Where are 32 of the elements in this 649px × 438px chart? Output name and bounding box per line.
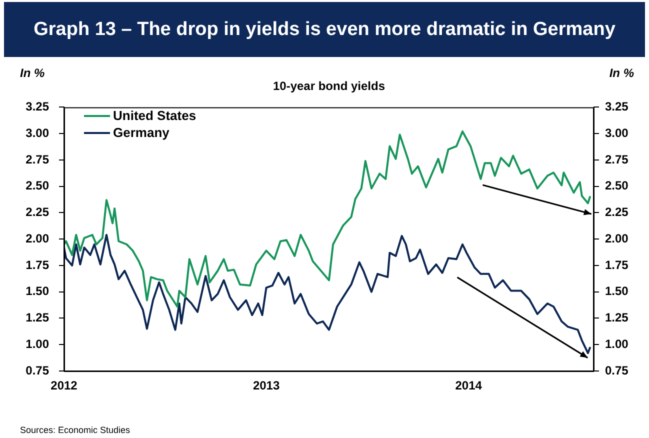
- legend-label: Germany: [113, 124, 170, 141]
- y-tick-label: 2.25: [26, 205, 50, 220]
- y2-axis-title: In %: [609, 66, 634, 80]
- chart-title: Graph 13 – The drop in yields is even more dramatic in Germany: [4, 2, 645, 57]
- x-tick-label: 2012: [50, 378, 78, 393]
- y2-tick-label: 2.00: [605, 231, 629, 246]
- y-axis-title: In %: [20, 66, 45, 80]
- legend-label: United States: [113, 107, 196, 124]
- y2-tick-label: 1.25: [605, 310, 629, 325]
- y-tick-label: 2.00: [26, 231, 50, 246]
- y-tick-label: 1.75: [26, 258, 50, 272]
- y2-tick-label: 0.75: [605, 363, 629, 378]
- chart-subtitle: 10-year bond yields: [272, 79, 386, 93]
- y2-tick-label: 1.50: [605, 284, 629, 298]
- y-tick-label: 2.75: [26, 152, 50, 166]
- y2-tick-label: 1.75: [605, 258, 629, 272]
- y2-tick-label: 2.25: [605, 205, 629, 220]
- x-tick-label: 2014: [455, 378, 482, 393]
- source-note: Sources: Economic Studies: [20, 425, 130, 435]
- y2-tick-label: 2.75: [605, 152, 629, 166]
- y2-tick-label: 3.25: [605, 100, 629, 114]
- y2-tick-label: 3.00: [605, 126, 629, 140]
- y2-tick-label: 1.00: [605, 336, 629, 351]
- y-tick-label: 1.00: [26, 336, 50, 351]
- y-tick-label: 1.25: [26, 310, 50, 325]
- y-tick-label: 2.50: [26, 178, 50, 193]
- y-tick-label: 0.75: [26, 363, 50, 378]
- y2-tick-label: 2.50: [605, 178, 629, 193]
- y-tick-label: 3.00: [26, 126, 50, 140]
- x-tick-label: 2013: [252, 378, 280, 393]
- y-tick-label: 3.25: [26, 100, 50, 114]
- y-tick-label: 1.50: [26, 284, 50, 298]
